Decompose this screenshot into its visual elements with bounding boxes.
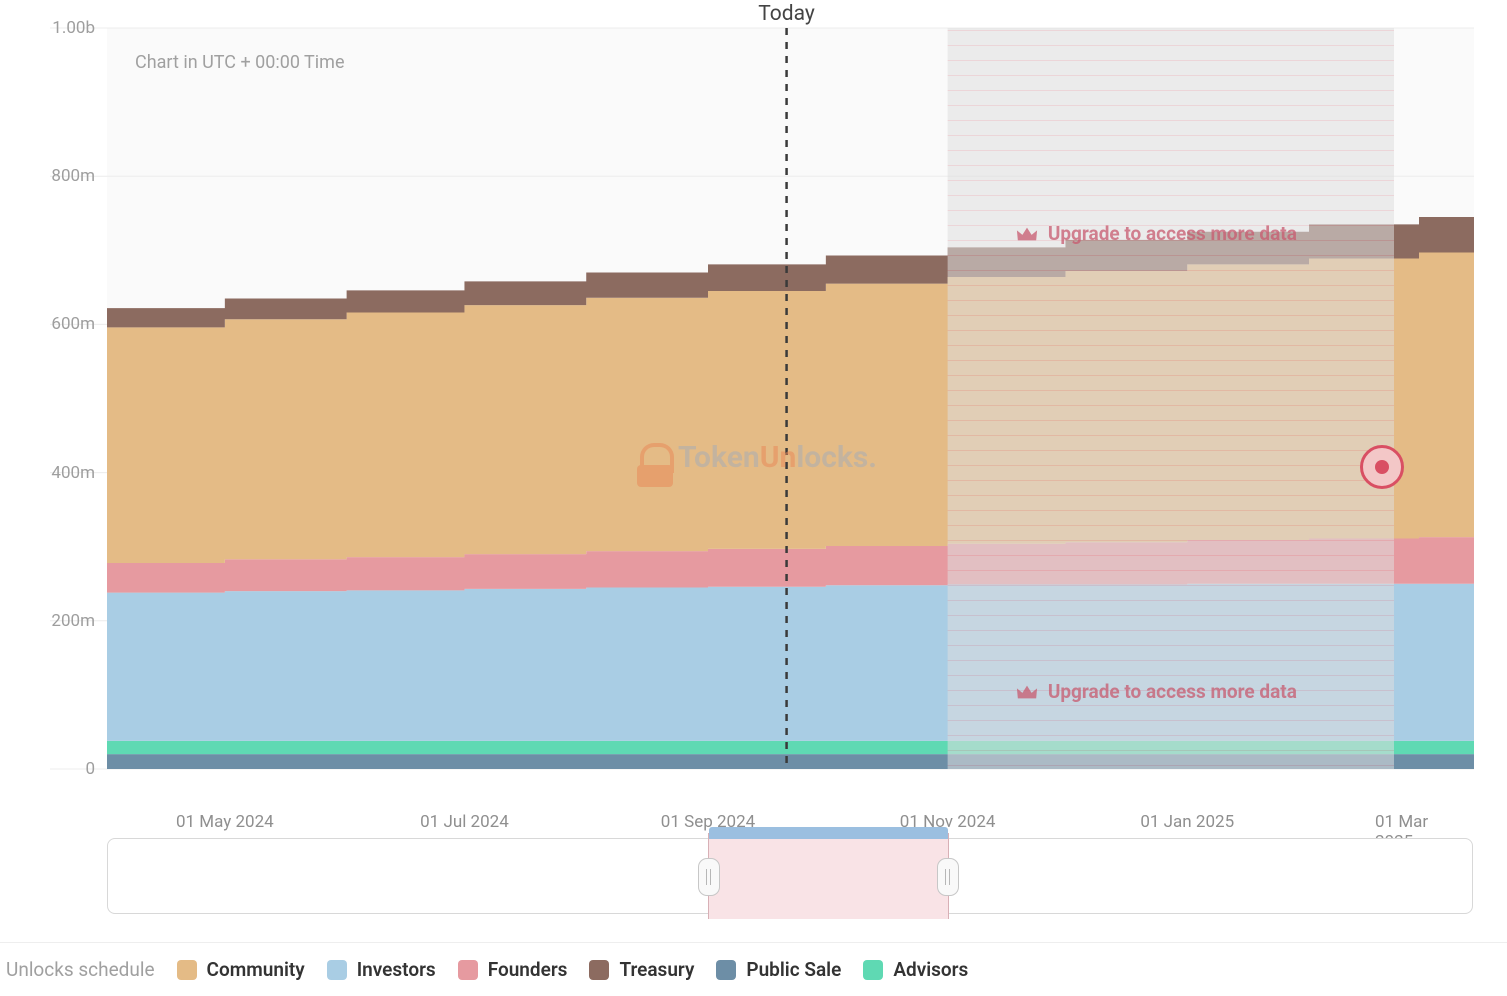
y-tick-label: 1.00b — [52, 18, 95, 38]
y-tick-label: 0 — [85, 759, 95, 779]
legend-swatch — [589, 960, 609, 980]
y-tick-label: 200m — [51, 611, 95, 631]
legend-swatch — [458, 960, 478, 980]
legend-swatch — [177, 960, 197, 980]
legend-label: Community — [207, 958, 305, 981]
legend: Unlocks schedule Community Investors Found… — [0, 942, 1507, 996]
legend-item-investors[interactable]: Investors — [327, 958, 436, 981]
legend-item-founders[interactable]: Founders — [458, 958, 568, 981]
legend-label: Treasury — [619, 958, 694, 981]
unlocks-chart: Chart in UTC + 00:00 Time Today TokenUnl… — [0, 0, 1507, 868]
legend-label: Founders — [488, 958, 568, 981]
y-tick-label: 600m — [51, 314, 95, 334]
x-tick-label: 01 May 2024 — [176, 812, 274, 832]
x-tick-label: 01 Jul 2024 — [420, 812, 509, 832]
y-tick-label: 800m — [51, 166, 95, 186]
y-tick-label: 400m — [51, 463, 95, 483]
legend-label: Public Sale — [746, 958, 841, 981]
locked-overlay — [948, 28, 1394, 769]
legend-swatch — [863, 960, 883, 980]
legend-item-advisors[interactable]: Advisors — [863, 958, 968, 981]
legend-swatch — [327, 960, 347, 980]
legend-item-community[interactable]: Community — [177, 958, 305, 981]
legend-label: Advisors — [893, 958, 968, 981]
range-navigator[interactable] — [107, 838, 1473, 914]
legend-swatch — [716, 960, 736, 980]
legend-label: Investors — [357, 958, 436, 981]
range-handle-right[interactable] — [937, 858, 959, 896]
legend-title: Unlocks schedule — [6, 958, 155, 981]
x-tick-label: 01 Jan 2025 — [1140, 812, 1234, 832]
legend-item-treasury[interactable]: Treasury — [589, 958, 694, 981]
range-selection[interactable] — [708, 833, 949, 919]
range-tab — [709, 827, 948, 839]
range-handle-left[interactable] — [698, 858, 720, 896]
legend-item-public_sale[interactable]: Public Sale — [716, 958, 841, 981]
chart-svg[interactable] — [0, 0, 1507, 868]
